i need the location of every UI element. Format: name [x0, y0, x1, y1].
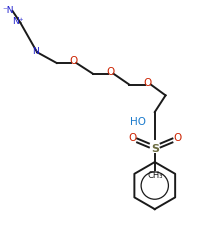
- Text: O: O: [106, 67, 115, 76]
- Text: S: S: [151, 144, 159, 154]
- Text: HO: HO: [130, 116, 146, 126]
- Text: N⁺: N⁺: [12, 17, 23, 26]
- Text: O: O: [144, 77, 152, 87]
- Text: O: O: [69, 56, 77, 66]
- Text: O: O: [128, 132, 136, 142]
- Text: N: N: [32, 46, 38, 55]
- Text: CH₃: CH₃: [147, 171, 163, 180]
- Text: ⁻N: ⁻N: [2, 5, 13, 14]
- Text: O: O: [173, 132, 181, 142]
